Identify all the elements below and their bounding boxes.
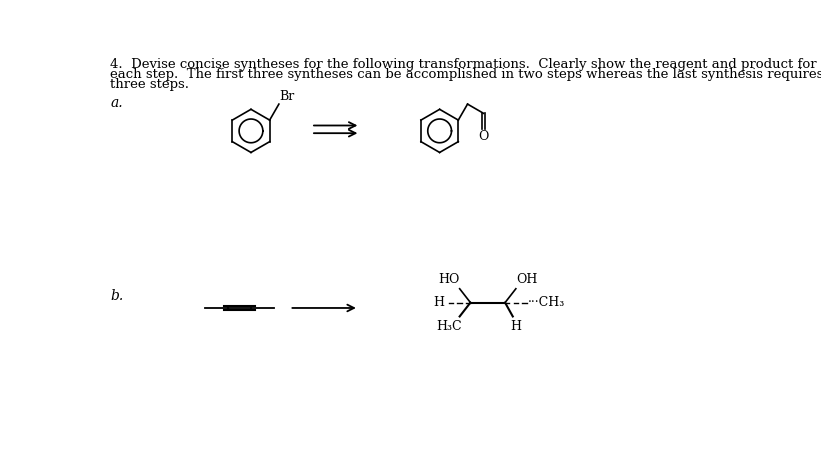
Text: each step.  The first three syntheses can be accomplished in two steps whereas t: each step. The first three syntheses can…: [110, 68, 821, 81]
Text: ···CH₃: ···CH₃: [528, 296, 566, 309]
Text: O: O: [479, 130, 488, 143]
Text: HO: HO: [438, 273, 460, 286]
Text: a.: a.: [110, 96, 122, 110]
Text: H: H: [433, 296, 444, 309]
Text: H: H: [511, 320, 521, 333]
Text: b.: b.: [110, 289, 123, 303]
Text: Br: Br: [280, 90, 295, 103]
Text: OH: OH: [516, 273, 537, 286]
Text: three steps.: three steps.: [110, 78, 189, 91]
Text: H₃C: H₃C: [436, 320, 461, 333]
Text: 4.  Devise concise syntheses for the following transformations.  Clearly show th: 4. Devise concise syntheses for the foll…: [110, 58, 817, 71]
